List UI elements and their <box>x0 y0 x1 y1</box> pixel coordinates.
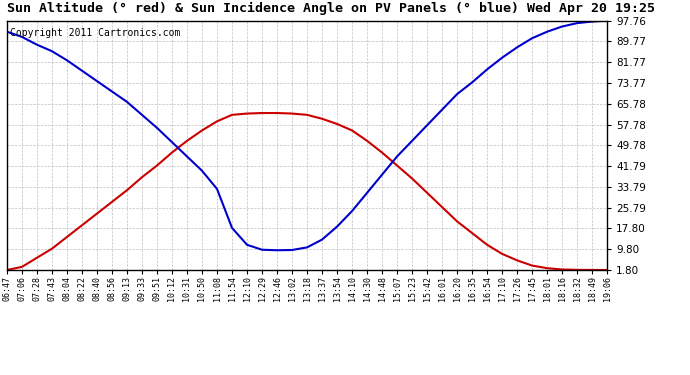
Text: Copyright 2011 Cartronics.com: Copyright 2011 Cartronics.com <box>10 28 180 38</box>
Text: Sun Altitude (° red) & Sun Incidence Angle on PV Panels (° blue) Wed Apr 20 19:2: Sun Altitude (° red) & Sun Incidence Ang… <box>7 2 655 15</box>
